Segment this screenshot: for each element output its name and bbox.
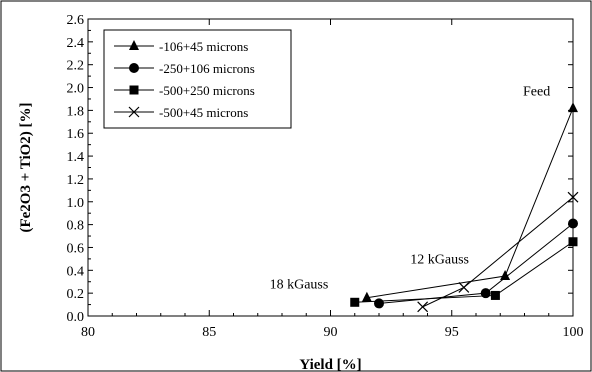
x-tick-label: 95	[445, 325, 459, 340]
y-tick-label: 2.0	[67, 82, 85, 97]
series-3	[350, 237, 578, 307]
annotations: Feed 12 kGauss 18 kGauss	[270, 85, 551, 293]
x-tick-label: 80	[81, 325, 95, 340]
y-tick-label: 0.8	[67, 219, 85, 234]
y-tick-label: 1.2	[67, 173, 85, 188]
series-line	[354, 241, 574, 303]
legend-label: -250+106 microns	[159, 61, 255, 76]
x-axis-title: Yield [%]	[299, 357, 361, 372]
y-tick-label: 1.0	[67, 196, 85, 211]
annotation-label: 12 kGauss	[410, 252, 469, 267]
series-1	[361, 102, 578, 302]
y-tick-label: 2.6	[67, 13, 85, 28]
y-tick-label: 0.6	[67, 241, 85, 256]
data-point	[568, 218, 578, 229]
data-point	[568, 237, 578, 247]
data-point	[417, 301, 429, 313]
data-point	[374, 298, 384, 309]
legend-label: -106+45 microns	[159, 39, 248, 54]
legend-marker	[129, 40, 139, 50]
series-4	[417, 191, 579, 313]
x-tick-label: 100	[563, 325, 584, 340]
y-tick-label: 0.4	[67, 264, 85, 279]
series-layer	[350, 102, 579, 313]
x-tick-label: 85	[202, 325, 216, 340]
data-point	[500, 270, 511, 281]
y-axis-title: (Fe2O3 + TiO2) [%]	[18, 102, 34, 232]
data-point	[567, 191, 579, 203]
y-tick-label: 0.0	[67, 310, 85, 325]
legend-label: -500+250 microns	[159, 83, 255, 98]
legend-entry: -500+45 microns	[114, 105, 248, 120]
series-2	[374, 218, 578, 309]
y-tick-label: 0.2	[67, 287, 85, 302]
x-axis: 80 85 90 95 100	[81, 19, 584, 340]
y-tick-label: 2.4	[67, 36, 85, 51]
y-tick-label: 2.2	[67, 59, 85, 74]
legend-entry: -106+45 microns	[114, 39, 248, 54]
y-tick-label: 1.4	[67, 150, 85, 165]
legend-marker	[129, 63, 139, 73]
y-tick-label: 1.8	[67, 104, 85, 119]
legend-entry: -250+106 microns	[114, 61, 255, 76]
legend: -106+45 microns -250+106 microns -500+250 …	[103, 29, 292, 129]
legend-marker	[129, 85, 139, 95]
annotation-label: Feed	[523, 85, 550, 100]
legend-entry: -500+250 microns	[114, 83, 255, 98]
legend-marker	[128, 106, 140, 118]
data-point	[361, 291, 372, 302]
series-line	[366, 107, 574, 299]
data-point	[458, 282, 470, 293]
x-tick-label: 90	[324, 325, 338, 340]
data-point	[480, 288, 491, 299]
legend-label: -500+45 microns	[159, 105, 248, 120]
data-point	[568, 102, 578, 113]
annotation-label: 18 kGauss	[270, 278, 329, 293]
data-point	[350, 297, 360, 307]
y-tick-label: 1.6	[67, 127, 85, 142]
data-point	[490, 290, 500, 300]
